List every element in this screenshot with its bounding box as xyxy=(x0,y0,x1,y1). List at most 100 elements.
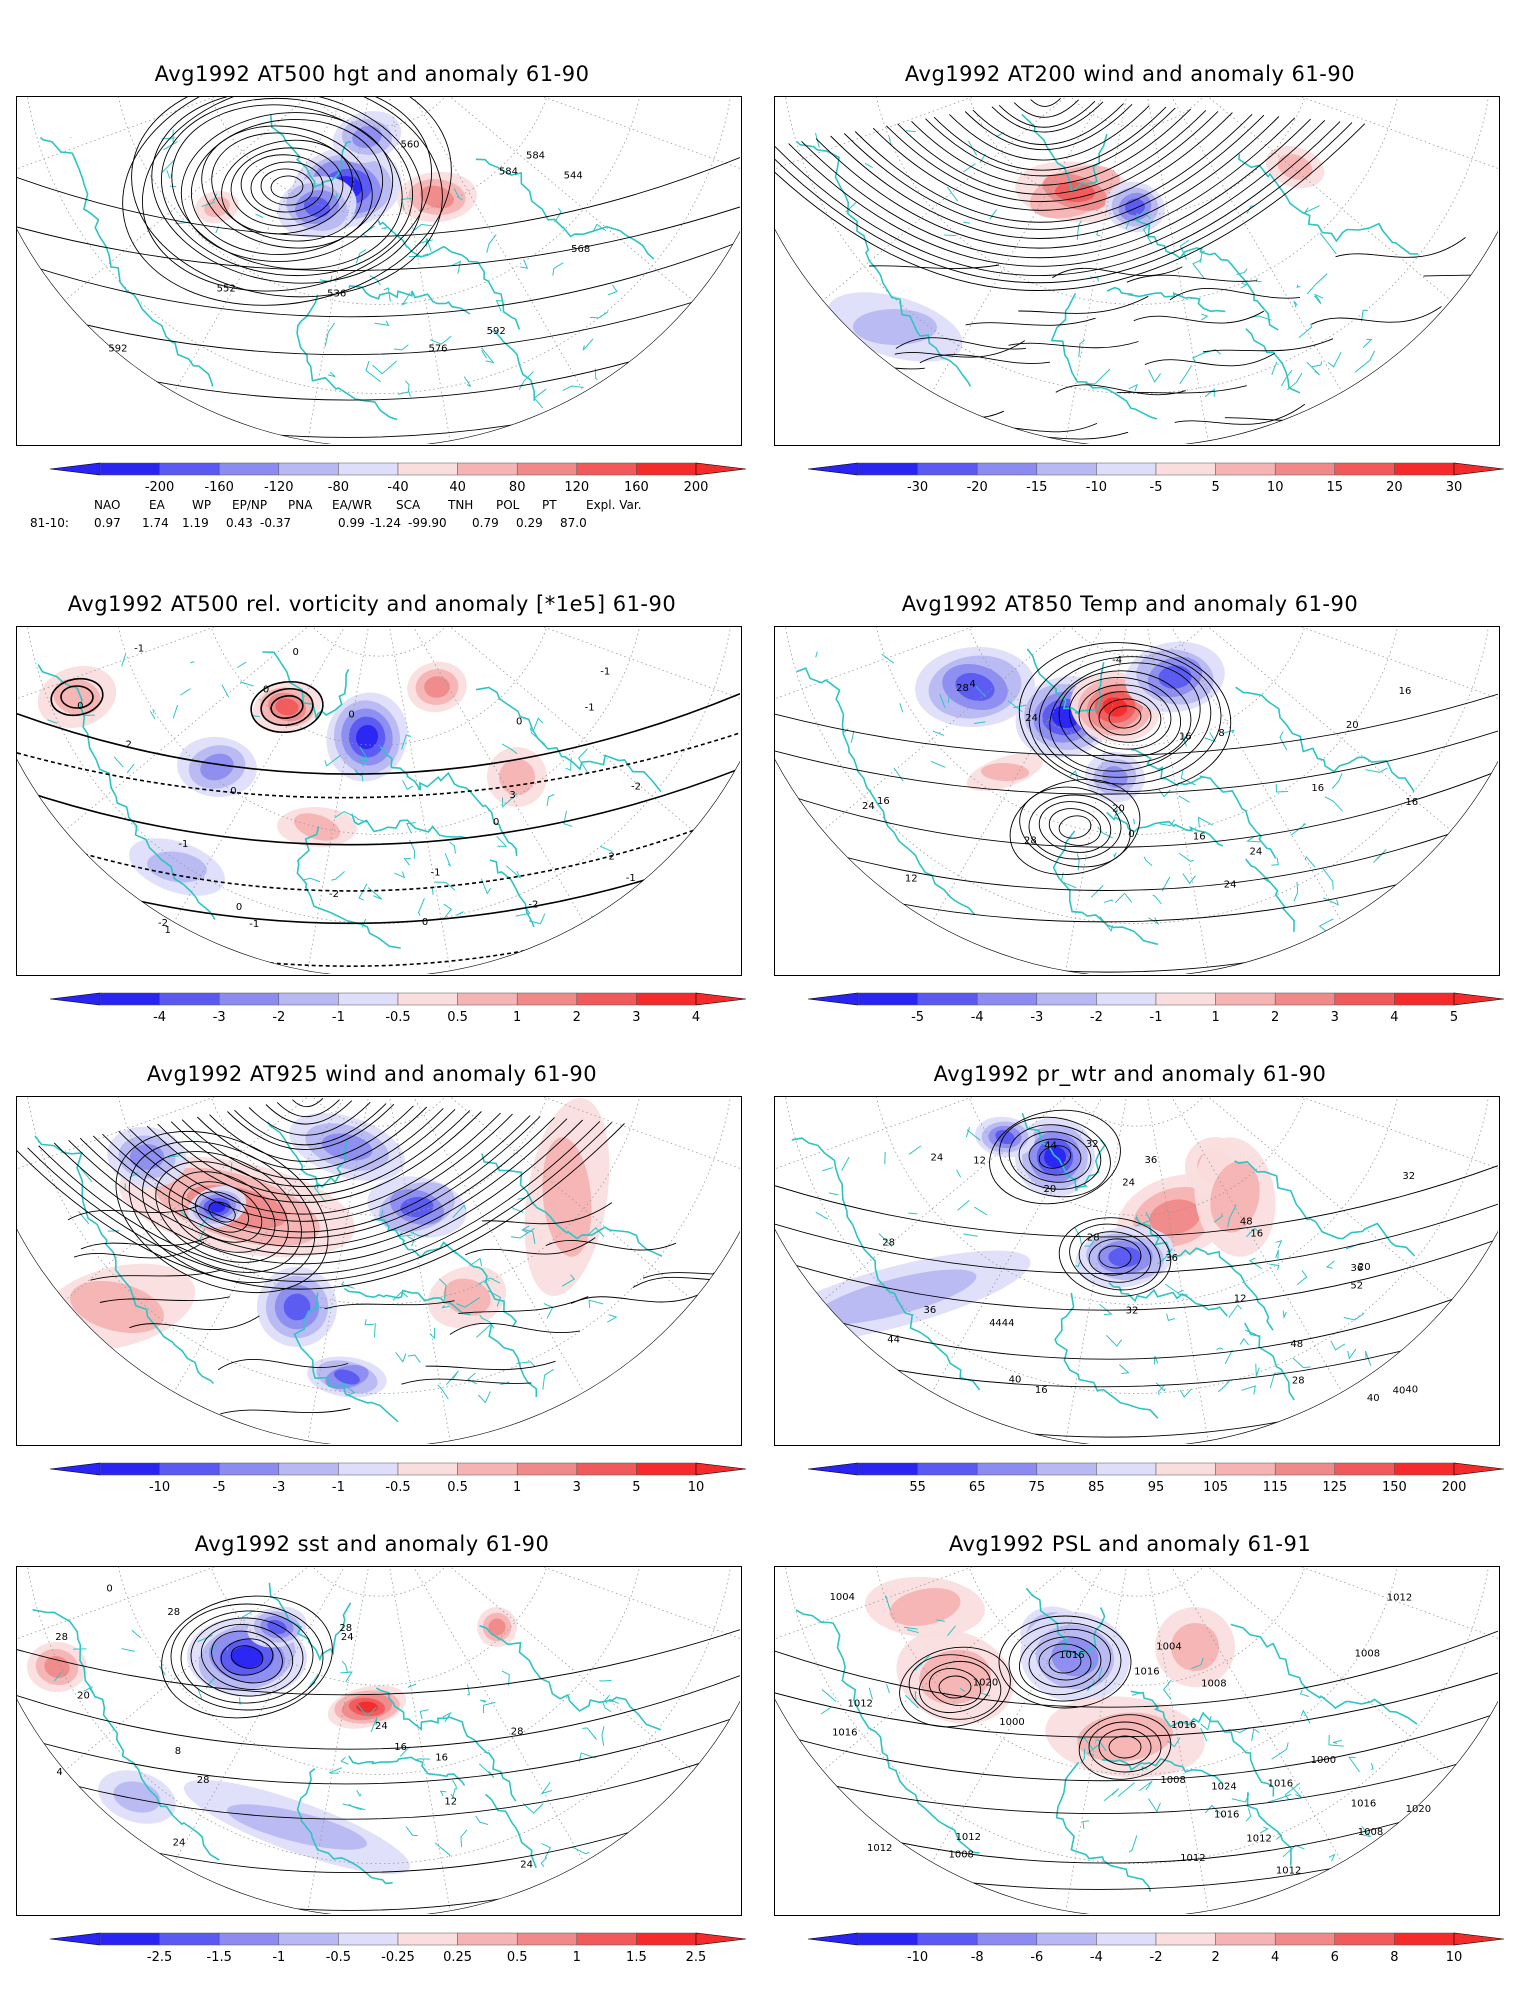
contour-label: 1024 xyxy=(1211,1782,1236,1793)
streamline xyxy=(265,1100,353,1125)
contour-line xyxy=(151,97,423,284)
border-line xyxy=(1148,1798,1161,1813)
meridian-line xyxy=(378,627,451,971)
streamline xyxy=(873,406,1004,419)
colorbar-swatch xyxy=(1274,1932,1336,1946)
colorbar-label: -1.5 xyxy=(207,1950,232,1965)
colorbar-label: 0.5 xyxy=(447,1010,468,1025)
border-line xyxy=(542,1368,554,1390)
colorbar-swatch xyxy=(278,992,339,1006)
border-line xyxy=(353,815,369,824)
border-line xyxy=(522,1803,544,1814)
streamline xyxy=(181,1181,263,1243)
contour-label: 32 xyxy=(1402,1171,1415,1182)
meridian-line xyxy=(378,1567,740,1648)
colorbar-swatch xyxy=(1274,462,1336,476)
meridian-line xyxy=(1136,627,1209,971)
contour-line xyxy=(1008,1124,1102,1190)
border-line xyxy=(528,913,546,925)
anomaly-shading xyxy=(267,1619,287,1635)
contour-line xyxy=(899,1646,1011,1728)
streamline xyxy=(196,1106,428,1170)
streamline xyxy=(170,1108,456,1187)
border-line xyxy=(1318,918,1334,932)
contour-line xyxy=(260,168,314,206)
colorbar-swatch xyxy=(516,1932,578,1946)
colorbar-arrow-left xyxy=(49,1462,101,1476)
contour-line xyxy=(260,687,314,727)
contour-line xyxy=(1038,1643,1092,1681)
border-line xyxy=(405,822,416,834)
contour-line xyxy=(171,104,403,270)
colorbar-label: 15 xyxy=(1327,480,1344,495)
border-line xyxy=(607,284,618,296)
contour-line xyxy=(230,147,344,227)
colorbar-label: 1 xyxy=(513,1010,521,1025)
streamline xyxy=(155,1161,289,1263)
border-line xyxy=(510,1227,535,1239)
contour-line xyxy=(17,888,740,967)
border-line xyxy=(331,871,345,881)
contour-label: 584 xyxy=(526,151,545,162)
border-line xyxy=(589,311,609,319)
border-line xyxy=(947,1625,957,1636)
contour-line xyxy=(180,1610,314,1704)
border-line xyxy=(467,1372,478,1385)
streamline xyxy=(545,1240,677,1251)
latitude-circle xyxy=(200,1567,558,1686)
contour-line xyxy=(17,732,740,799)
border-line xyxy=(1138,1780,1153,1792)
border-line xyxy=(1148,917,1160,926)
coastline xyxy=(351,813,467,839)
streamline xyxy=(1331,390,1462,400)
border-line xyxy=(1114,892,1133,904)
colorbar-swatch xyxy=(457,1462,518,1476)
colorbar-label: -30 xyxy=(907,480,928,495)
colorbar-label: -2 xyxy=(1150,1950,1163,1965)
border-line xyxy=(540,1857,548,1868)
colorbar-label: 6 xyxy=(1331,1950,1339,1965)
colorbar-arrow-left xyxy=(49,1932,101,1946)
contour-line xyxy=(50,677,104,717)
streamline xyxy=(276,1099,340,1118)
meridian-line xyxy=(1136,97,1343,393)
contour-line xyxy=(1108,705,1142,729)
streamline xyxy=(217,1359,349,1371)
border-line xyxy=(914,1691,917,1701)
streamline xyxy=(830,116,1280,239)
contour-label: -1 xyxy=(249,919,259,930)
border-line xyxy=(86,1217,93,1222)
border-line xyxy=(456,1297,480,1308)
streamline xyxy=(220,1408,351,1415)
latitude-circle xyxy=(289,1567,469,1597)
border-line xyxy=(1099,1303,1113,1315)
border-line xyxy=(864,162,873,169)
border-line xyxy=(163,141,178,151)
colorbar-label: 10 xyxy=(1267,480,1284,495)
contour-label: 40 xyxy=(1405,1384,1418,1395)
border-line xyxy=(885,1595,891,1611)
colorbar-swatch xyxy=(1394,992,1455,1006)
border-line xyxy=(453,188,463,201)
meridian-line xyxy=(1136,1567,1209,1911)
border-line xyxy=(383,287,391,302)
border-line xyxy=(477,1391,491,1404)
border-line xyxy=(1177,1293,1188,1297)
colorbar-swatch xyxy=(397,1932,458,1946)
border-line xyxy=(401,734,412,750)
border-line xyxy=(401,292,411,306)
contour-label: 1008 xyxy=(1201,1679,1226,1690)
contour-line xyxy=(221,139,353,235)
border-line xyxy=(1256,278,1262,283)
border-line xyxy=(1361,1825,1372,1838)
colorbar-label: 4 xyxy=(692,1010,700,1025)
contour-label: 0 xyxy=(263,684,269,695)
contour-line xyxy=(17,157,740,238)
streamline xyxy=(458,1296,589,1315)
border-line xyxy=(1228,1304,1243,1318)
border-line xyxy=(577,748,588,773)
contour-label: 36 xyxy=(1145,1155,1158,1166)
border-line xyxy=(342,1803,366,1811)
border-line xyxy=(1106,1334,1123,1347)
streamline xyxy=(146,1111,482,1203)
